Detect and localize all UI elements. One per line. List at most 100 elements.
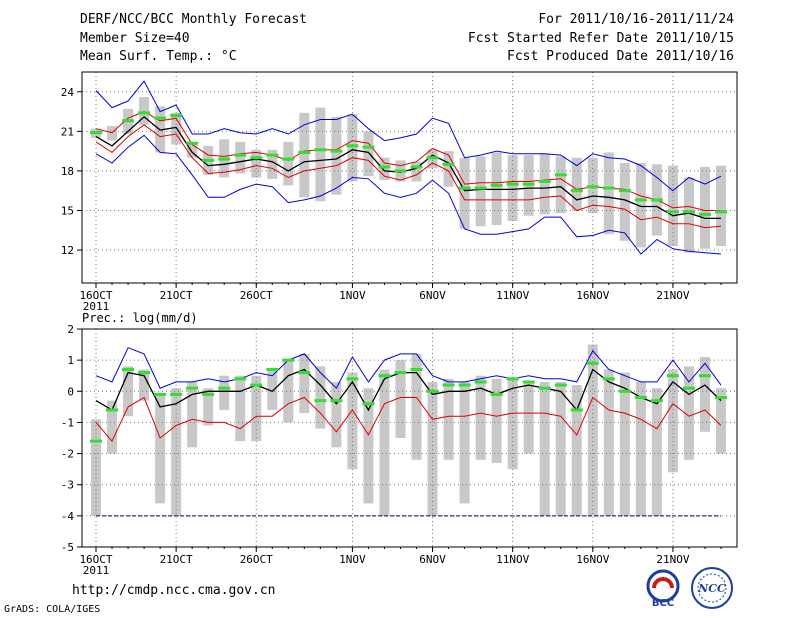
temperature-obs-marker — [154, 116, 167, 120]
temperature-obs-marker — [282, 157, 295, 161]
produced-date: Fcst Produced Date 2011/10/16 — [507, 49, 734, 64]
precipitation-ytick-label: 2 — [67, 323, 74, 336]
temperature-obs-marker — [442, 162, 455, 166]
precipitation-obs-marker — [154, 392, 167, 396]
temperature-spread-box — [283, 141, 294, 186]
precipitation-spread-box — [251, 375, 262, 442]
temperature-obs-marker — [346, 144, 359, 148]
precipitation-spread-box — [187, 381, 198, 448]
precip-panel-title: Prec.: log(mm/d) — [82, 311, 198, 325]
temperature-obs-marker — [202, 158, 215, 162]
temperature-spread-box — [475, 156, 486, 227]
precipitation-spread-box — [667, 369, 678, 473]
temperature-obs-marker — [330, 149, 343, 153]
precipitation-obs-marker — [682, 386, 695, 390]
precipitation-obs-marker — [138, 371, 151, 375]
precipitation-ytick-label: -3 — [61, 479, 74, 492]
temperature-spread-box — [331, 116, 342, 195]
temperature-xtick-label: 16NOV — [576, 289, 609, 302]
precipitation-spread-box — [155, 394, 166, 504]
ncc-logo: NCC — [691, 567, 733, 609]
precipitation-spread-box — [107, 400, 118, 454]
precipitation-obs-marker — [698, 374, 711, 378]
precipitation-obs-marker — [442, 383, 455, 387]
temperature-xtick-label: 26OCT — [240, 289, 273, 302]
temperature-spread-box — [459, 157, 470, 229]
grads-credit: GrADS: COLA/IGES — [4, 604, 101, 615]
temperature-max-line — [95, 80, 722, 192]
precipitation-spread-box — [267, 369, 278, 410]
temperature-obs-marker — [250, 156, 263, 160]
precipitation-obs-marker — [202, 392, 215, 396]
temperature-spread-box — [716, 165, 726, 247]
bcc-logo: BCC — [646, 569, 680, 608]
precipitation-obs-marker — [90, 439, 102, 443]
precipitation-obs-marker — [522, 380, 535, 384]
temperature-xtick-label: 21NOV — [656, 289, 689, 302]
temperature-obs-marker — [362, 145, 375, 149]
ncc-logo-text: NCC — [697, 582, 726, 595]
temperature-obs-marker — [506, 182, 519, 186]
precipitation-spread-box — [315, 366, 326, 429]
temperature-obs-marker — [586, 185, 599, 189]
source-url[interactable]: http://cmdp.ncc.cma.gov.cn — [72, 583, 276, 598]
temperature-obs-marker — [298, 150, 311, 154]
precipitation-obs-marker — [490, 392, 503, 396]
precipitation-spread-box — [523, 381, 534, 454]
temperature-spread-box — [347, 114, 358, 182]
precipitation-obs-marker — [570, 408, 583, 412]
temperature-spread-box — [603, 152, 614, 235]
precipitation-ytick-label: -2 — [61, 448, 74, 461]
temperature-obs-marker — [538, 179, 551, 183]
precipitation-spread-box — [427, 381, 438, 516]
precipitation-spread-box — [395, 360, 406, 438]
precipitation-ytick-label: 0 — [67, 385, 74, 398]
temperature-xtick-label: 21OCT — [160, 289, 193, 302]
temperature-obs-marker — [666, 210, 679, 214]
precipitation-spread-box — [539, 381, 550, 516]
precipitation-spread-box — [299, 353, 310, 414]
precipitation-spread-box — [507, 378, 518, 470]
precipitation-spread-box — [683, 366, 694, 460]
temperature-spread-box — [571, 157, 582, 211]
precipitation-ytick-label: 1 — [67, 354, 74, 367]
chart-title: DERF/NCC/BCC Monthly Forecast — [80, 12, 307, 27]
temperature-spread-box — [363, 131, 374, 177]
precipitation-spread-box — [379, 369, 390, 516]
temperature-frame — [81, 71, 738, 284]
temperature-ytick-label: 15 — [61, 204, 74, 217]
temperature-spread-box — [107, 126, 118, 141]
precipitation-spread-box — [283, 360, 294, 423]
temperature-obs-marker — [715, 210, 727, 214]
precipitation-obs-marker — [314, 399, 327, 403]
temperature-spread-box — [235, 141, 246, 174]
temperature-obs-marker — [394, 169, 407, 173]
precipitation-obs-marker — [474, 380, 487, 384]
temperature-obs-marker — [90, 131, 102, 135]
precipitation-mean-line — [95, 368, 722, 412]
temperature-obs-marker — [410, 165, 423, 169]
precipitation-xtick-label: 11NOV — [496, 553, 529, 566]
temperature-spread-box — [139, 97, 150, 125]
precipitation-obs-marker — [666, 374, 679, 378]
temperature-spread-box — [187, 141, 198, 158]
precipitation-obs-marker — [378, 374, 391, 378]
precipitation-spread-box — [347, 372, 358, 470]
forecast-period: For 2011/10/16-2011/11/24 — [538, 12, 734, 27]
precipitation-spread-box — [139, 369, 150, 401]
precipitation-obs-marker — [186, 386, 199, 390]
precipitation-spread-box — [171, 388, 182, 516]
temperature-spread-box — [683, 177, 694, 253]
precipitation-obs-marker — [346, 377, 359, 381]
temperature-obs-marker — [234, 153, 247, 157]
temperature-obs-marker — [602, 186, 615, 190]
precipitation-spread-box — [363, 388, 374, 504]
temperature-spread-box — [555, 156, 566, 214]
temperature-obs-marker — [314, 148, 327, 152]
temperature-ytick-label: 21 — [61, 125, 74, 138]
variable-label: Mean Surf. Temp.: °C — [80, 49, 237, 64]
precipitation-spread-box — [635, 381, 646, 516]
precipitation-ytick-label: -1 — [61, 416, 74, 429]
